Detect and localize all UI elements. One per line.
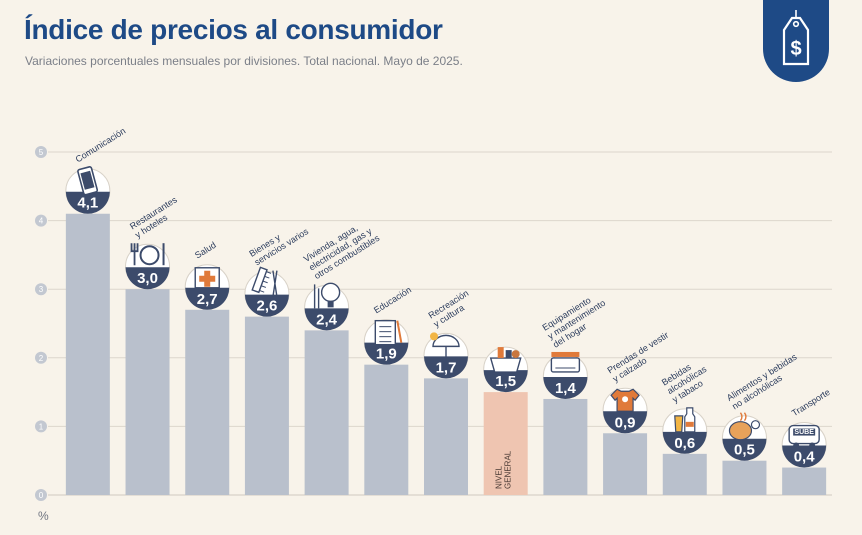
- bar: [65, 213, 110, 496]
- bar: [543, 398, 588, 495]
- comb-icon: [251, 266, 278, 297]
- value-label: 0,4: [794, 449, 816, 466]
- bar: [603, 433, 648, 495]
- value-bubble: [543, 376, 588, 399]
- utensils-icon: [130, 243, 165, 266]
- category-label: Vivienda, agua,electricidad, gas yotros …: [302, 223, 382, 281]
- category-label-line: Alimentos y bebidas: [725, 351, 799, 402]
- bar: [782, 467, 827, 495]
- value-label: 3,0: [137, 270, 158, 287]
- value-bubble: [185, 287, 230, 310]
- value-label: 1,4: [555, 380, 577, 397]
- y-axis-unit: %: [38, 509, 49, 523]
- value-bubble: [483, 370, 528, 393]
- y-tick-marker: [35, 351, 47, 364]
- category-label: Comunicación: [74, 126, 128, 165]
- price-tag-icon: $: [782, 10, 810, 66]
- icon-label: SUBE: [794, 429, 814, 436]
- category-label-line: Transporte: [790, 387, 832, 418]
- y-tick-marker: [35, 283, 47, 296]
- food-icon: [728, 412, 761, 441]
- umbrella-icon: [430, 332, 460, 360]
- value-bubble: [304, 308, 349, 331]
- phone-icon: [77, 166, 99, 196]
- bar: [304, 330, 349, 495]
- value-label: 2,6: [256, 298, 277, 315]
- value-bubble: [364, 342, 409, 365]
- y-tick-marker: [35, 489, 47, 501]
- y-tick-marker: [35, 214, 47, 227]
- value-label: 1,7: [436, 359, 457, 376]
- value-bubble: [125, 267, 170, 290]
- category-label: Salud: [193, 240, 218, 261]
- value-label: 2,4: [316, 311, 338, 328]
- value-label: 0,9: [615, 414, 636, 431]
- value-bubble: [603, 411, 648, 434]
- notebook-icon: [374, 319, 403, 346]
- page-subtitle: Variaciones porcentuales mensuales por d…: [25, 54, 463, 68]
- value-bubble: [424, 356, 468, 379]
- bar: [244, 316, 289, 495]
- air-conditioner-icon: [550, 351, 581, 373]
- y-tick-label: 4: [39, 217, 44, 226]
- value-bubble: [782, 445, 827, 468]
- value-label: 1,5: [495, 373, 516, 390]
- value-label: 0,5: [734, 442, 755, 459]
- medical-kit-icon: [194, 267, 220, 289]
- bar: [662, 453, 707, 495]
- value-bubble: [65, 191, 110, 214]
- value-label: 4,1: [77, 195, 98, 212]
- y-tick-label: 3: [39, 285, 44, 294]
- clothing-icon: [610, 388, 640, 412]
- price-tag-badge: $: [763, 0, 829, 82]
- page-title: Índice de precios al consumidor: [24, 14, 443, 45]
- general-level-label: GENERAL: [504, 450, 513, 489]
- y-tick-marker: [35, 146, 47, 158]
- general-level-label: NIVEL: [495, 465, 504, 489]
- svg-text:$: $: [790, 38, 801, 60]
- y-tick-label: 5: [39, 148, 44, 157]
- y-tick-label: 0: [39, 491, 44, 500]
- value-label: 0,6: [674, 435, 695, 452]
- y-tick-label: 2: [39, 354, 44, 363]
- y-tick-label: 1: [39, 422, 44, 431]
- y-tick-marker: [35, 420, 47, 433]
- value-label: 1,9: [376, 346, 397, 363]
- category-label: Transporte: [790, 387, 832, 418]
- drink-icon: [674, 407, 696, 433]
- bar: [185, 309, 230, 495]
- general-basket-icon: [489, 347, 522, 373]
- lightbulb-icon: [313, 282, 341, 309]
- bar: [722, 460, 767, 495]
- bus-icon: SUBE: [788, 424, 820, 449]
- category-label-line: Salud: [193, 240, 218, 261]
- bar: [424, 378, 468, 495]
- value-label: 2,7: [197, 291, 218, 308]
- bar: [125, 289, 170, 495]
- value-bubble: [722, 438, 767, 461]
- category-label-line: Comunicación: [74, 126, 128, 165]
- bar: [364, 364, 409, 495]
- bar: [483, 392, 528, 495]
- value-bubble: [662, 431, 707, 454]
- value-bubble: [244, 294, 289, 317]
